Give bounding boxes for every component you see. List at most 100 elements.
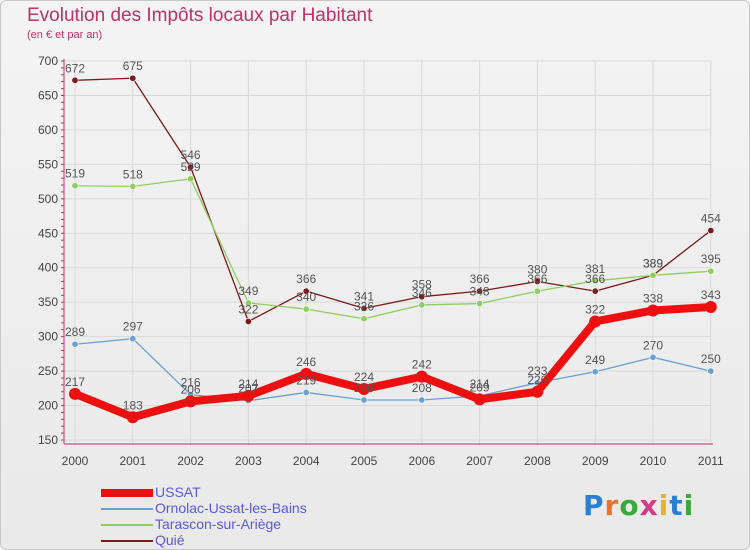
y-tick-label: 200 bbox=[38, 399, 58, 413]
data-label: 207 bbox=[238, 382, 258, 396]
data-label: 366 bbox=[527, 272, 547, 286]
x-tick-label: 2010 bbox=[640, 454, 667, 468]
data-label: 519 bbox=[65, 167, 85, 181]
data-label: 183 bbox=[123, 398, 143, 412]
data-point bbox=[187, 175, 195, 183]
data-point bbox=[591, 277, 599, 285]
data-point bbox=[360, 315, 368, 323]
series-line-Quié bbox=[74, 77, 712, 323]
data-point bbox=[187, 163, 195, 171]
data-label: 518 bbox=[123, 167, 143, 181]
data-point bbox=[418, 396, 426, 404]
legend-swatch bbox=[101, 489, 153, 497]
data-point bbox=[707, 227, 715, 235]
data-point bbox=[649, 353, 657, 361]
data-label: 208 bbox=[412, 381, 432, 395]
x-tick-label: 2009 bbox=[582, 454, 609, 468]
data-point bbox=[476, 300, 484, 308]
data-point bbox=[244, 299, 252, 307]
data-label: 322 bbox=[238, 302, 258, 316]
data-label: 546 bbox=[181, 148, 201, 162]
data-point bbox=[302, 287, 310, 295]
logo-letter: o bbox=[619, 489, 640, 522]
data-label: 389 bbox=[643, 256, 663, 270]
logo-letter: t bbox=[669, 489, 684, 522]
data-label: 366 bbox=[296, 272, 316, 286]
data-label: 270 bbox=[643, 338, 663, 352]
y-tick-label: 150 bbox=[38, 433, 58, 447]
x-tick-label: 2011 bbox=[698, 454, 724, 468]
data-point bbox=[476, 287, 484, 295]
x-tick-label: 2003 bbox=[235, 454, 262, 468]
y-tick-label: 650 bbox=[38, 88, 58, 102]
data-label: 242 bbox=[412, 358, 432, 372]
logo-letter: i bbox=[658, 489, 670, 522]
data-point bbox=[302, 388, 310, 396]
data-point bbox=[591, 287, 599, 295]
data-point bbox=[418, 293, 426, 301]
legend-label: Ornolac-Ussat-les-Bains bbox=[155, 500, 307, 516]
legend-label: Tarascon-sur-Ariège bbox=[155, 516, 282, 532]
x-tick-label: 2008 bbox=[524, 454, 551, 468]
logo-letter: P bbox=[583, 489, 605, 522]
data-point bbox=[589, 315, 602, 328]
data-label: 389 bbox=[643, 256, 663, 270]
data-label: 380 bbox=[527, 263, 547, 277]
y-tick-label: 400 bbox=[38, 261, 58, 275]
x-tick-label: 2004 bbox=[293, 454, 320, 468]
x-tick-label: 2006 bbox=[408, 454, 435, 468]
legend-label: USSAT bbox=[155, 484, 201, 500]
data-label: 246 bbox=[296, 355, 316, 369]
x-tick-label: 2000 bbox=[62, 454, 89, 468]
x-tick-label: 2005 bbox=[351, 454, 378, 468]
data-point bbox=[707, 367, 715, 375]
data-point bbox=[302, 305, 310, 313]
y-tick-label: 500 bbox=[38, 192, 58, 206]
series-line-USSAT bbox=[71, 303, 715, 422]
data-label: 209 bbox=[470, 380, 490, 394]
y-tick-label: 700 bbox=[38, 54, 58, 68]
data-label: 217 bbox=[65, 375, 85, 389]
data-label: 233 bbox=[527, 364, 547, 378]
data-point bbox=[647, 304, 659, 317]
proxiti-logo: Proxiti bbox=[583, 489, 694, 522]
data-label: 366 bbox=[585, 272, 605, 286]
data-label: 349 bbox=[238, 284, 258, 298]
series-line-Ornolac-Ussat-les-Bains bbox=[74, 338, 712, 402]
series-line-Tarascon-sur-Ariège bbox=[74, 178, 712, 320]
x-tick-label: 2001 bbox=[119, 454, 146, 468]
data-label: 395 bbox=[701, 252, 721, 266]
y-tick-label: 550 bbox=[38, 157, 58, 171]
data-label: 346 bbox=[412, 286, 432, 300]
data-point bbox=[69, 387, 81, 400]
data-point bbox=[591, 368, 599, 376]
logo-letter: i bbox=[683, 489, 695, 522]
data-point bbox=[418, 301, 426, 309]
data-point bbox=[71, 182, 79, 190]
data-point bbox=[360, 304, 368, 312]
data-label: 214 bbox=[470, 377, 490, 391]
y-tick-label: 600 bbox=[38, 123, 58, 137]
data-point bbox=[244, 317, 252, 325]
data-label: 216 bbox=[181, 376, 201, 390]
y-tick-label: 250 bbox=[38, 364, 58, 378]
legend-swatch bbox=[101, 540, 153, 542]
data-label: 219 bbox=[296, 373, 316, 387]
data-label: 289 bbox=[65, 325, 85, 339]
data-label: 206 bbox=[181, 382, 201, 396]
data-label: 358 bbox=[412, 278, 432, 292]
data-label: 381 bbox=[585, 262, 605, 276]
data-label: 297 bbox=[123, 320, 143, 334]
x-tick-label: 2002 bbox=[177, 454, 204, 468]
legend-swatch bbox=[101, 508, 153, 510]
data-label: 214 bbox=[238, 377, 258, 391]
data-point bbox=[533, 287, 541, 295]
data-label: 249 bbox=[585, 353, 605, 367]
data-point bbox=[707, 267, 715, 275]
data-label: 366 bbox=[470, 272, 490, 286]
data-label: 672 bbox=[65, 61, 85, 75]
data-point bbox=[242, 389, 255, 402]
y-tick-label: 300 bbox=[38, 330, 58, 344]
logo-letter: r bbox=[604, 489, 620, 522]
